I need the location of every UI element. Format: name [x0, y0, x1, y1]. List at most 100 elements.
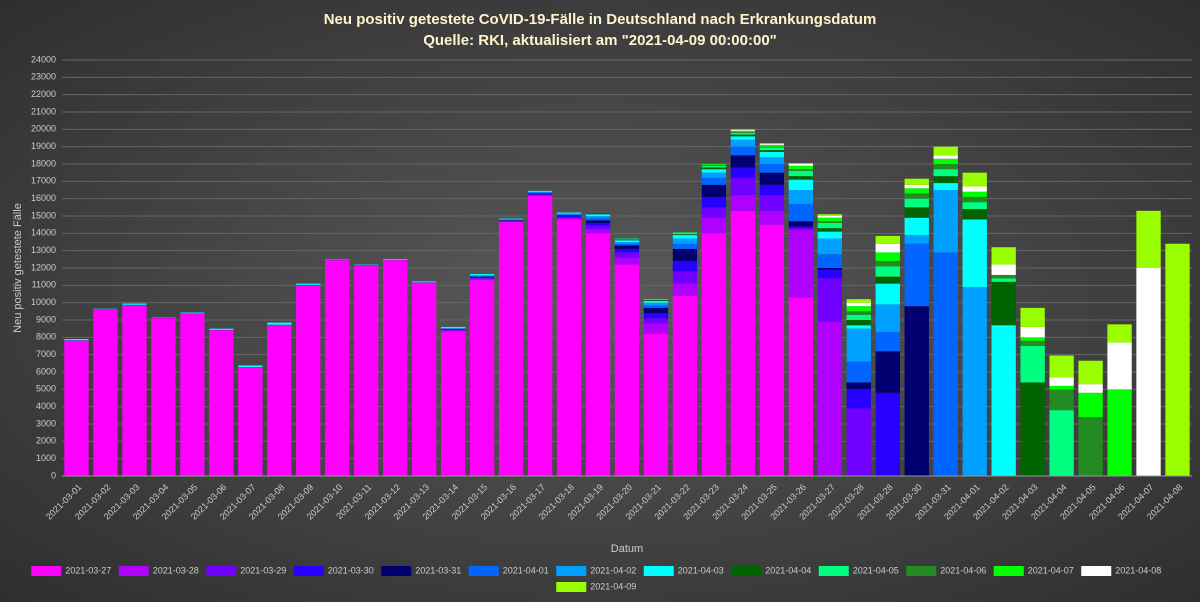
bar-segment [701, 169, 727, 173]
legend-label: 2021-03-27 [65, 565, 111, 575]
bar-segment [585, 216, 611, 218]
bar-segment [556, 215, 582, 217]
bar-segment [788, 165, 814, 170]
bar-segment [701, 217, 727, 234]
bar-segment [991, 264, 1016, 275]
bar-segment [296, 283, 321, 285]
legend-label: 2021-04-04 [765, 565, 811, 575]
bar-segment [672, 235, 698, 239]
bar-segment [440, 330, 466, 332]
bar-segment [1136, 268, 1161, 476]
bar-segment [817, 222, 842, 229]
bar-segment [846, 306, 871, 312]
bar-segment [209, 328, 234, 330]
y-tick-label: 7000 [36, 349, 56, 359]
legend-swatch [293, 566, 324, 576]
bar-segment [585, 222, 611, 226]
bar-segment [962, 196, 987, 203]
bar-segment [846, 320, 871, 326]
bar-segment [730, 210, 756, 477]
bar-segment [730, 146, 756, 156]
bar-segment [759, 147, 785, 151]
bar-segment [440, 331, 466, 476]
bar-segment [730, 130, 756, 132]
bar-segment [469, 277, 495, 278]
y-tick-label: 22000 [31, 89, 56, 99]
bar-segment [267, 325, 292, 476]
bar-segment [556, 217, 582, 219]
bar-segment [325, 260, 350, 476]
bar-segment [527, 192, 553, 194]
bar-segment [817, 221, 842, 223]
legend-label: 2021-04-05 [853, 565, 899, 575]
bar-segment [933, 183, 958, 190]
bar-segment [788, 203, 814, 222]
bar-segment [1020, 346, 1045, 383]
bar-segment [759, 144, 785, 145]
legend-swatch [643, 566, 674, 576]
bar-segment [991, 274, 1016, 279]
bar-segment [817, 268, 842, 270]
bar-segment [759, 195, 785, 211]
bar-segment [730, 155, 756, 168]
bar-segment [614, 240, 640, 242]
y-tick-label: 12000 [31, 262, 56, 272]
legend-swatch [906, 566, 937, 576]
bar-segment [527, 190, 553, 192]
bar-segment [759, 144, 785, 147]
bar-segment [672, 238, 698, 244]
bar-segment [440, 328, 466, 330]
bar-segment [788, 297, 814, 476]
bar-segment [817, 231, 842, 239]
legend-swatch [118, 566, 149, 576]
bar-segment [846, 361, 871, 383]
bar-segment [904, 235, 929, 244]
bar-segment [759, 150, 785, 152]
bar-segment [469, 277, 495, 279]
bar-segment [527, 195, 553, 197]
bar-segment [296, 285, 321, 476]
bar-segment [817, 238, 842, 255]
bar-segment [643, 318, 669, 324]
bar-segment [527, 196, 553, 477]
bar-segment [672, 271, 698, 284]
bar-segment [469, 280, 495, 476]
bar-segment [1049, 385, 1074, 390]
legend-swatch [993, 566, 1024, 576]
bar-segment [730, 167, 756, 178]
legend-swatch [818, 566, 849, 576]
bar-segment [846, 299, 871, 303]
legend-label: 2021-04-01 [503, 565, 549, 575]
bar-segment [701, 164, 727, 165]
bar-segment [440, 326, 466, 329]
legend-swatch [468, 566, 499, 576]
legend-label: 2021-04-08 [1115, 565, 1161, 575]
bar-segment [238, 365, 263, 368]
y-tick-label: 0 [51, 470, 56, 480]
bar-segment [614, 264, 640, 476]
bar-segment [730, 195, 756, 211]
bar-segment [701, 207, 727, 218]
bar-segment [1020, 337, 1045, 341]
bar-segment [383, 258, 408, 260]
bar-segment [817, 278, 842, 322]
bar-segment [498, 218, 524, 220]
bar-segment [904, 188, 929, 194]
bar-segment [440, 329, 466, 331]
bar-segment [991, 281, 1016, 326]
bar-segment [788, 221, 814, 227]
bar-segment [933, 158, 958, 164]
bar-segment [962, 202, 987, 210]
bar-segment [672, 248, 698, 262]
bar-segment [469, 278, 495, 281]
bar-segment [209, 330, 234, 476]
bar-segment [64, 339, 89, 341]
bar-segment [238, 367, 263, 476]
bar-segment [904, 178, 929, 185]
bar-segment [585, 229, 611, 234]
bar-segment [875, 266, 900, 277]
legend-swatch [206, 566, 237, 576]
bar-segment [846, 311, 871, 315]
bar-segment [962, 172, 987, 187]
